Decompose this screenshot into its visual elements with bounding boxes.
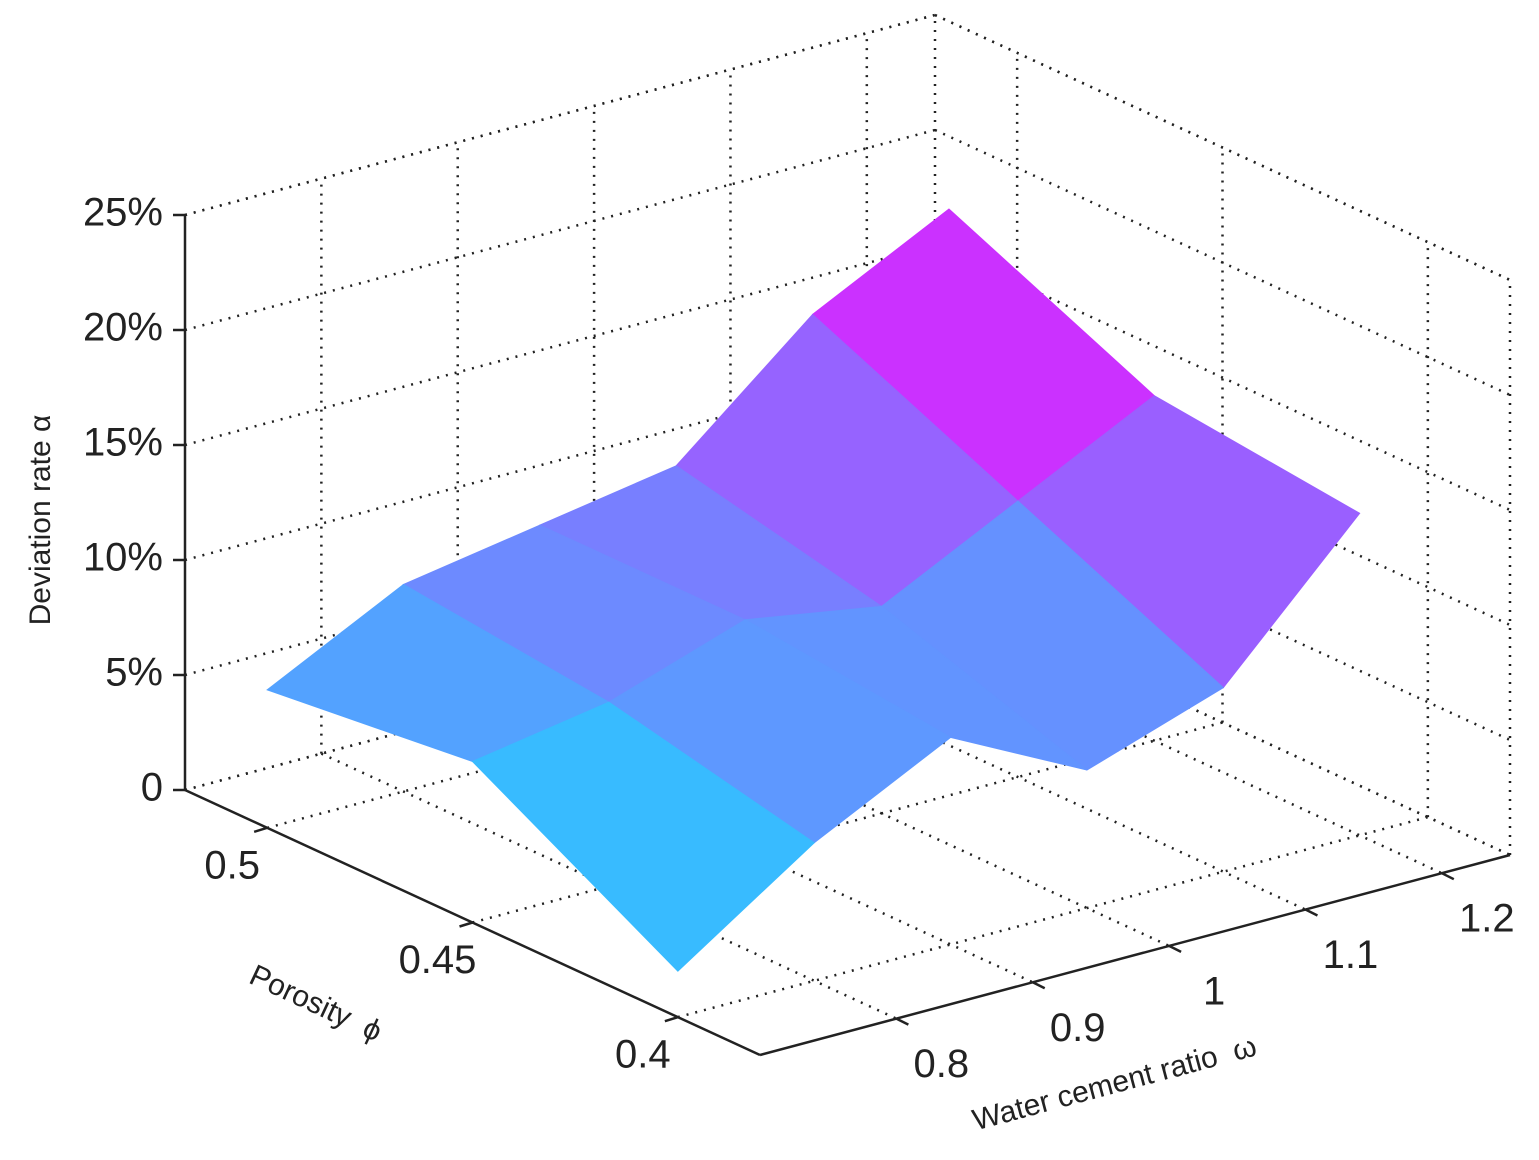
x-tick bbox=[1032, 981, 1046, 990]
x-tick-label: 0.8 bbox=[914, 1042, 970, 1086]
x-tick-label: 1.1 bbox=[1323, 933, 1379, 977]
grid-line bbox=[677, 815, 1429, 1019]
z-tick-label: 10% bbox=[83, 536, 163, 580]
axes: 0 5% 10% 15% 20% 25% 0.5 0.45 0.4 0.8 0.9 1 1.1 1.2 bbox=[83, 191, 1515, 1087]
grid-line bbox=[934, 128, 1511, 397]
surface bbox=[266, 208, 1361, 972]
x-tick bbox=[1304, 908, 1319, 917]
grid-line bbox=[934, 588, 1511, 857]
y-tick bbox=[253, 826, 268, 834]
z-tick-label: 25% bbox=[83, 191, 163, 235]
y-tick bbox=[459, 921, 473, 928]
x-tick-label: 0.9 bbox=[1050, 1006, 1106, 1050]
x-tick bbox=[1168, 944, 1182, 954]
x-axis-label: Water cement ratio ω bbox=[969, 1030, 1260, 1138]
z-tick-label: 0 bbox=[141, 766, 163, 810]
grid-line bbox=[934, 243, 1511, 512]
z-axis-label: Deviation rate α bbox=[24, 415, 57, 626]
z-tick-label: 15% bbox=[83, 421, 163, 465]
y-axis-label: Porosity ϕ bbox=[244, 959, 387, 1049]
grid-line bbox=[866, 607, 1443, 875]
z-tick-label: 5% bbox=[105, 651, 163, 695]
surface-patch bbox=[471, 701, 816, 972]
y-tick-label: 0.45 bbox=[399, 938, 477, 982]
x-axis bbox=[759, 853, 1511, 1057]
grid-line bbox=[184, 128, 936, 332]
x-tick bbox=[895, 1017, 909, 1026]
grid-line bbox=[934, 13, 1511, 282]
grid-line bbox=[184, 243, 936, 447]
grid-line bbox=[184, 13, 936, 217]
grid-line bbox=[729, 643, 1306, 911]
x-tick-label: 1.2 bbox=[1459, 897, 1515, 941]
z-tick-label: 20% bbox=[83, 306, 163, 350]
x-tick-label: 1 bbox=[1203, 969, 1225, 1013]
y-tick bbox=[664, 1015, 679, 1023]
y-tick-label: 0.4 bbox=[615, 1033, 671, 1077]
x-tick bbox=[1441, 872, 1455, 881]
y-tick-label: 0.5 bbox=[204, 843, 260, 887]
grid-line bbox=[184, 358, 936, 562]
grid-line bbox=[472, 721, 1223, 924]
